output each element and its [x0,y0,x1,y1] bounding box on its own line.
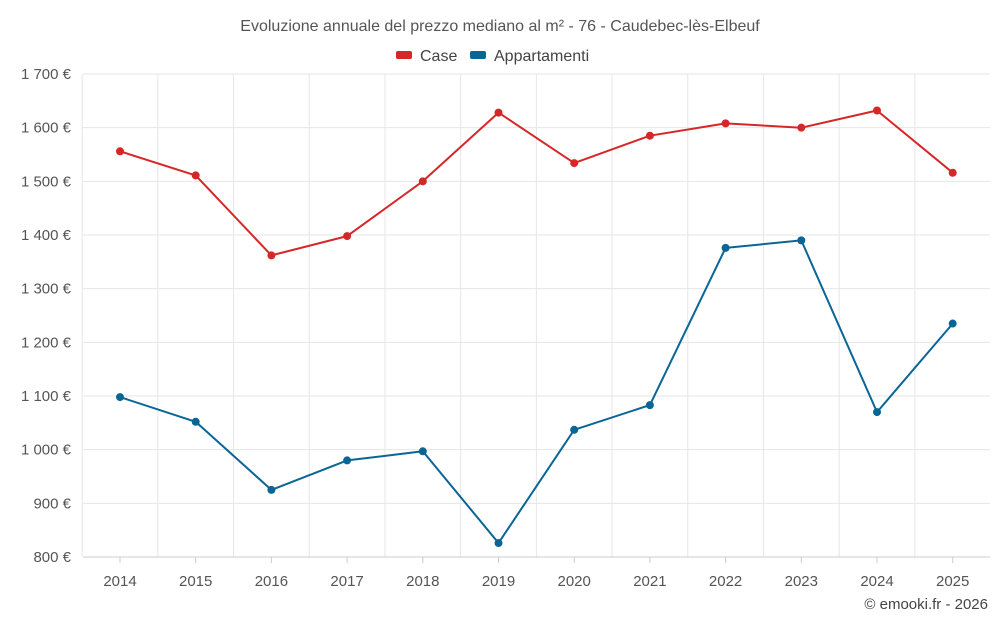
data-point-appartamenti-2015[interactable] [191,417,200,426]
legend-label-appartamenti: Appartamenti [494,48,589,65]
data-point-appartamenti-2021[interactable] [645,401,654,410]
data-point-appartamenti-2022[interactable] [721,243,730,252]
x-tick-label: 2017 [330,573,363,590]
y-tick-label: 1 000 € [21,442,72,459]
data-point-appartamenti-2019[interactable] [494,539,503,548]
y-tick-label: 1 200 € [21,334,72,351]
data-point-appartamenti-2020[interactable] [570,425,579,434]
y-tick-label: 1 400 € [21,227,72,244]
x-tick-label: 2021 [633,573,666,590]
series-line-appartamenti [119,239,954,544]
legend-label-case: Case [420,48,457,65]
data-point-case-2020[interactable] [570,159,579,168]
series-line-case [119,109,954,257]
data-point-case-2014[interactable] [116,147,124,156]
x-tick-label: 2020 [558,573,591,590]
x-tick-label: 2022 [709,573,742,590]
data-point-case-2016[interactable] [267,251,276,260]
data-point-case-2015[interactable] [191,171,200,180]
series [116,106,957,548]
data-point-case-2024[interactable] [873,106,881,115]
x-tick-label: 2016 [255,573,288,590]
data-point-case-2018[interactable] [418,177,427,186]
chart-title: Evoluzione annuale del prezzo mediano al… [240,18,760,35]
data-point-case-2023[interactable] [797,123,806,132]
legend-item-appartamenti[interactable]: Appartamenti [470,48,589,65]
legend-swatch-case [396,51,412,59]
axes: 800 € 900 € 1 000 € 1 100 € 1 200 € 1 300 € 1 … [21,66,990,590]
data-point-case-2021[interactable] [645,131,654,140]
x-tick-label: 2015 [179,573,212,590]
x-tick-label: 2023 [785,573,818,590]
data-point-case-2017[interactable] [343,232,352,241]
y-tick-label: 1 700 € [21,66,72,83]
x-tick-label: 2019 [482,573,515,590]
series-case [116,106,957,260]
legend[interactable]: Case Appartamenti [396,48,589,65]
series-appartamenti [116,236,957,548]
data-point-case-2019[interactable] [494,108,503,117]
data-point-appartamenti-2023[interactable] [797,236,806,245]
credit-text: © emooki.fr - 2026 [864,596,988,613]
y-tick-label: 800 € [33,549,71,566]
data-point-case-2022[interactable] [721,119,730,128]
data-point-appartamenti-2016[interactable] [267,485,276,494]
y-tick-label: 1 500 € [21,173,72,190]
y-tick-label: 1 300 € [21,281,72,298]
y-tick-label: 1 100 € [21,388,72,405]
legend-item-case[interactable]: Case [396,48,457,65]
legend-swatch-appartamenti [470,51,486,59]
x-tick-label: 2024 [860,573,893,590]
data-point-appartamenti-2024[interactable] [873,408,881,417]
x-tick-label: 2018 [406,573,439,590]
y-tick-label: 1 600 € [21,120,72,137]
data-point-appartamenti-2018[interactable] [418,447,427,456]
data-point-case-2025[interactable] [948,168,957,177]
data-point-appartamenti-2017[interactable] [343,456,352,465]
x-tick-label: 2014 [103,573,136,590]
x-tick-label: 2025 [936,573,969,590]
data-point-appartamenti-2014[interactable] [116,393,124,402]
grid [81,73,990,557]
data-point-appartamenti-2025[interactable] [948,319,957,328]
y-tick-label: 900 € [33,495,71,512]
